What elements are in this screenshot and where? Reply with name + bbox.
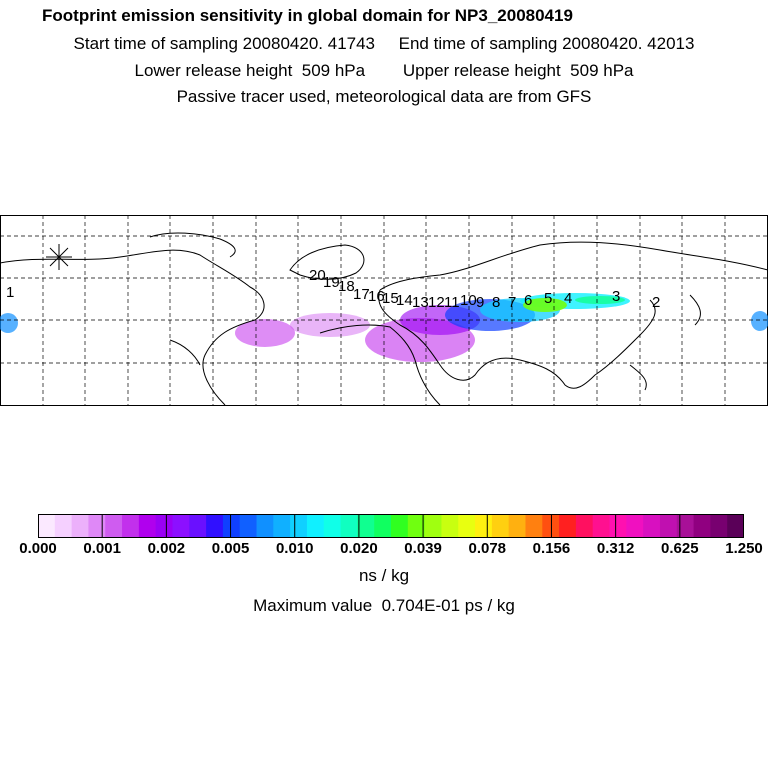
units-label: ns / kg [358, 566, 410, 585]
color-swatch [441, 514, 459, 538]
color-scale-tick-label: 0.000 [19, 540, 57, 557]
trajectory-label: 15 [382, 290, 399, 307]
trajectory-label: 1 [6, 284, 14, 301]
color-swatch [727, 514, 744, 538]
trajectory-label: 16 [368, 288, 385, 305]
sampling-time-line: Start time of sampling 20080420. 41743 E… [73, 34, 695, 53]
color-swatch [458, 514, 476, 538]
color-swatch [609, 514, 627, 538]
sensitivity-field [0, 293, 768, 362]
color-swatch [508, 514, 526, 538]
trajectory-label: 12 [428, 294, 445, 311]
maximum-value-label: Maximum value 0.704E-01 ps / kg [253, 596, 515, 615]
color-swatch [172, 514, 190, 538]
color-swatch [323, 514, 342, 538]
color-swatch [676, 514, 695, 538]
color-swatch [88, 514, 106, 538]
color-swatch [424, 514, 442, 538]
color-swatch [374, 514, 392, 538]
asterisk-star-icon [46, 244, 72, 270]
color-swatch [54, 514, 73, 538]
color-swatch [575, 514, 594, 538]
color-swatch [357, 514, 375, 538]
color-scale-tick-label: 0.078 [468, 540, 507, 557]
trajectory-label: 10 [460, 292, 477, 309]
trajectory-label: 2 [652, 294, 660, 311]
trajectory-label: 17 [353, 286, 370, 303]
trajectory-label: 3 [612, 288, 620, 305]
color-swatch [222, 514, 241, 538]
color-swatch [659, 514, 678, 538]
color-scale-tick-label: 0.039 [404, 540, 442, 557]
color-swatch [391, 514, 409, 538]
color-swatch [206, 514, 224, 538]
color-swatch [138, 514, 157, 538]
color-swatch [38, 514, 56, 538]
trajectory-label: 11 [444, 294, 460, 311]
color-scale-tick-label: 0.002 [147, 540, 186, 557]
color-swatch [626, 514, 644, 538]
tracer-info-line: Passive tracer used, meteorological data… [176, 87, 592, 106]
coastlines [0, 232, 768, 406]
trajectory-label: 20 [309, 267, 326, 284]
trajectory-label: 9 [476, 294, 484, 311]
color-swatch [710, 514, 728, 538]
trajectory-label: 7 [508, 294, 516, 311]
color-bar-frame [38, 514, 744, 538]
color-scale-tick-label: 1.250 [725, 540, 763, 557]
plot-title: Footprint emission sensitivity in global… [42, 6, 573, 25]
color-swatch [155, 514, 173, 538]
color-scale-tick-label: 0.156 [532, 540, 571, 557]
trajectory-label: 5 [544, 290, 552, 307]
trajectory-label: 4 [564, 290, 572, 307]
color-scale-tick-label: 0.001 [83, 540, 121, 557]
trajectory-label: 18 [338, 278, 355, 295]
color-scale-tick-label: 0.625 [661, 540, 699, 557]
color-scale-tick-label: 0.020 [340, 540, 378, 557]
color-swatch [407, 514, 426, 538]
color-scale-tick-label: 0.312 [596, 540, 635, 557]
trajectory-label: 8 [492, 294, 500, 311]
trajectory-label: 14 [396, 292, 413, 309]
color-scale-ticks: 0.000 0.001 0.002 0.005 0.010 0.020 0.039 0.078… [0, 540, 768, 560]
color-swatch [525, 514, 543, 538]
color-swatch [340, 514, 358, 538]
lat-lon-grid [0, 215, 768, 406]
trajectory-label: 19 [323, 274, 340, 291]
color-swatch [273, 514, 291, 538]
trajectory-label: 13 [412, 294, 429, 311]
color-swatch [306, 514, 325, 538]
color-swatch [643, 514, 661, 538]
color-swatch [189, 514, 207, 538]
color-swatch [71, 514, 89, 538]
color-scale-tick-label: 0.005 [211, 540, 250, 557]
color-swatch [122, 514, 140, 538]
color-swatch [239, 514, 258, 538]
color-swatch [592, 514, 611, 538]
color-swatch [105, 514, 123, 538]
color-swatch [256, 514, 274, 538]
color-scale-tick-label: 0.010 [275, 540, 314, 557]
color-swatch [475, 514, 493, 538]
color-swatch [491, 514, 510, 538]
color-swatch [542, 514, 560, 538]
release-height-line: Lower release height 509 hPa Upper relea… [134, 61, 634, 80]
color-swatch [290, 514, 308, 538]
color-scale-bar [38, 514, 744, 538]
trajectory-label: 6 [524, 292, 532, 309]
color-swatch [693, 514, 711, 538]
color-swatch [559, 514, 577, 538]
